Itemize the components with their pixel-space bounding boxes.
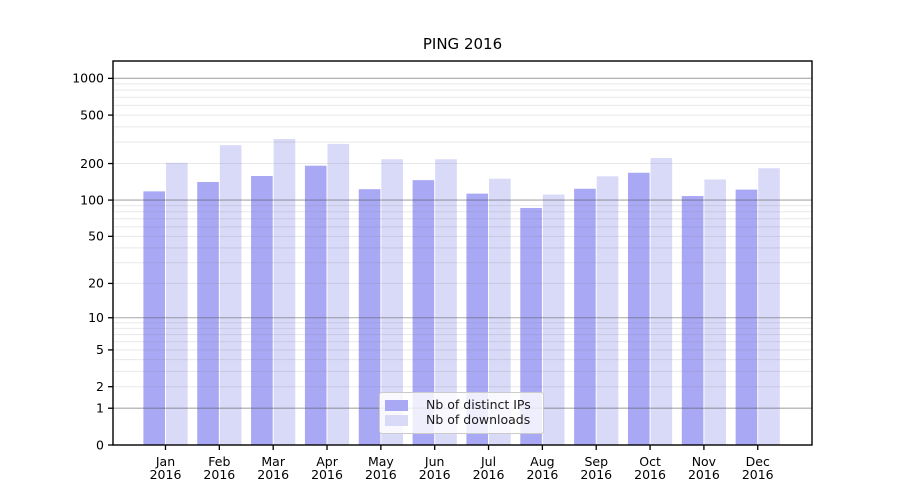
bar-downloads-oct [650,158,673,445]
x-tick-label-year: 2016 [634,467,666,482]
bar-distinct-ips-oct [627,172,650,445]
x-tick-label-month: Oct [639,454,661,469]
x-tick-label-month: Apr [316,454,338,469]
x-tick-label-year: 2016 [203,467,235,482]
legend-label-downloads: Nb of downloads [426,412,531,428]
x-tick-label-year: 2016 [419,467,451,482]
legend-item-distinct-ips: Nb of distinct IPs [385,398,537,413]
bar-downloads-feb [219,145,242,445]
y-tick-label: 0 [96,437,104,452]
x-tick-label-year: 2016 [526,467,558,482]
chart-title: PING 2016 [422,35,503,53]
x-tick-label-year: 2016 [473,467,505,482]
x-tick-label-month: Jan [155,454,175,469]
x-tick-label-month: Jun [424,454,445,469]
legend-label-distinct-ips: Nb of distinct IPs [426,397,531,413]
y-tick-label: 1000 [72,71,104,86]
y-tick-label: 50 [88,229,104,244]
bar-downloads-sep [596,176,619,445]
x-tick-label-month: Nov [692,454,717,469]
x-tick-label-month: Mar [261,454,285,469]
y-tick-label: 1 [96,401,104,416]
bar-distinct-ips-apr [304,165,327,445]
x-tick-label-year: 2016 [311,467,343,482]
bar-downloads-dec [758,168,780,445]
legend: Nb of distinct IPs Nb of downloads [379,392,544,434]
bar-downloads-nov [704,179,726,445]
x-tick-label-month: Feb [208,454,230,469]
bar-downloads-aug [542,194,565,445]
x-tick-label-year: 2016 [365,467,397,482]
bar-distinct-ips-sep [574,188,596,445]
bar-distinct-ips-jun [412,180,435,446]
bar-distinct-ips-aug [520,207,542,445]
y-tick-label: 200 [80,156,104,171]
bar-downloads-apr [327,143,350,445]
y-tick-label: 100 [80,192,104,207]
bar-downloads-jan [166,162,188,445]
bar-distinct-ips-may [358,189,381,445]
y-tick-label: 500 [80,107,104,122]
x-tick-label-month: Aug [530,454,554,469]
y-tick-label: 2 [96,379,104,394]
bar-distinct-ips-jul [466,193,489,445]
bar-distinct-ips-feb [197,181,219,445]
bar-downloads-may [381,159,403,446]
x-tick-label-month: Dec [746,454,770,469]
legend-swatch-downloads [385,415,408,426]
bar-downloads-jun [435,159,457,446]
axes-spines [112,60,813,446]
x-tick-label-month: Sep [584,454,608,469]
y-tick-label: 5 [96,342,104,357]
bar-downloads-mar [273,139,296,445]
legend-item-downloads: Nb of downloads [385,413,537,428]
bar-distinct-ips-mar [251,175,273,446]
bar-downloads-jul [489,178,511,446]
legend-swatch-distinct-ips [385,400,408,411]
x-tick-label-year: 2016 [688,467,720,482]
y-tick-label: 20 [88,276,104,291]
x-tick-label-month: May [368,454,394,469]
x-tick-label-month: Jul [480,454,496,469]
x-tick-label-year: 2016 [257,467,289,482]
x-tick-label-year: 2016 [580,467,612,482]
bar-distinct-ips-nov [681,196,704,445]
x-tick-label-year: 2016 [150,467,182,482]
x-tick-label-year: 2016 [742,467,774,482]
y-tick-label: 10 [88,310,104,325]
